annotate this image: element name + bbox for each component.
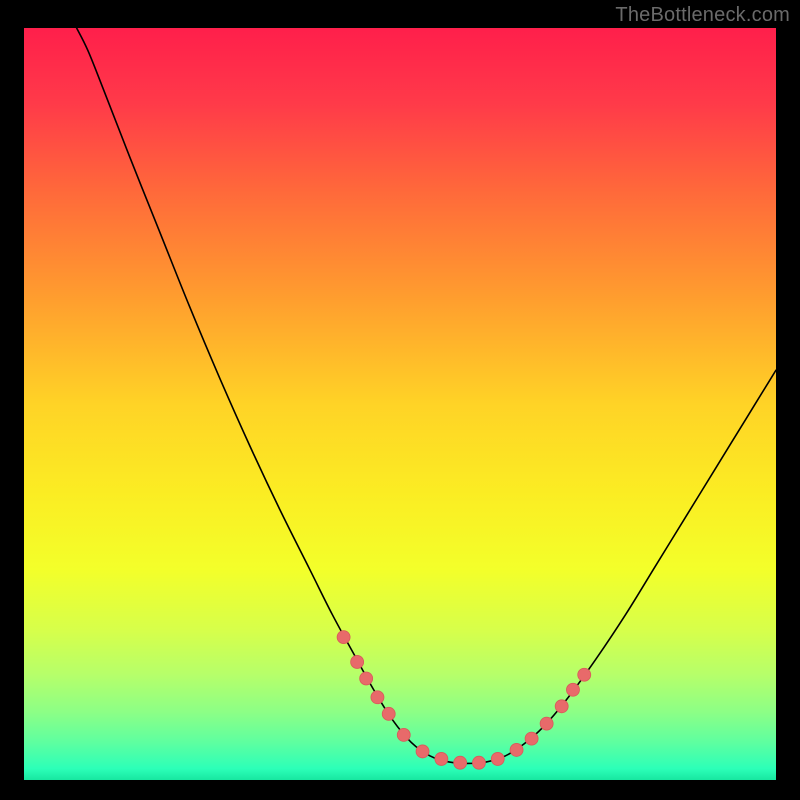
curve-marker — [351, 655, 364, 668]
marker-group — [337, 631, 591, 770]
curve-marker — [491, 752, 504, 765]
plot-area — [24, 28, 776, 780]
curve-marker — [397, 728, 410, 741]
curve-marker — [472, 756, 485, 769]
curve-marker — [382, 707, 395, 720]
plot-overlay — [24, 28, 776, 780]
curve-marker — [416, 745, 429, 758]
curve-marker — [578, 668, 591, 681]
curve-marker — [435, 752, 448, 765]
curve-marker — [360, 672, 373, 685]
curve-marker — [371, 691, 384, 704]
curve-marker — [337, 631, 350, 644]
watermark-text: TheBottleneck.com — [615, 4, 790, 27]
chart-container: TheBottleneck.com — [0, 0, 800, 800]
curve-marker — [454, 756, 467, 769]
curve-marker — [566, 683, 579, 696]
curve-marker — [525, 732, 538, 745]
bottleneck-curve — [77, 28, 776, 763]
curve-marker — [555, 700, 568, 713]
curve-marker — [510, 743, 523, 756]
curve-marker — [540, 717, 553, 730]
